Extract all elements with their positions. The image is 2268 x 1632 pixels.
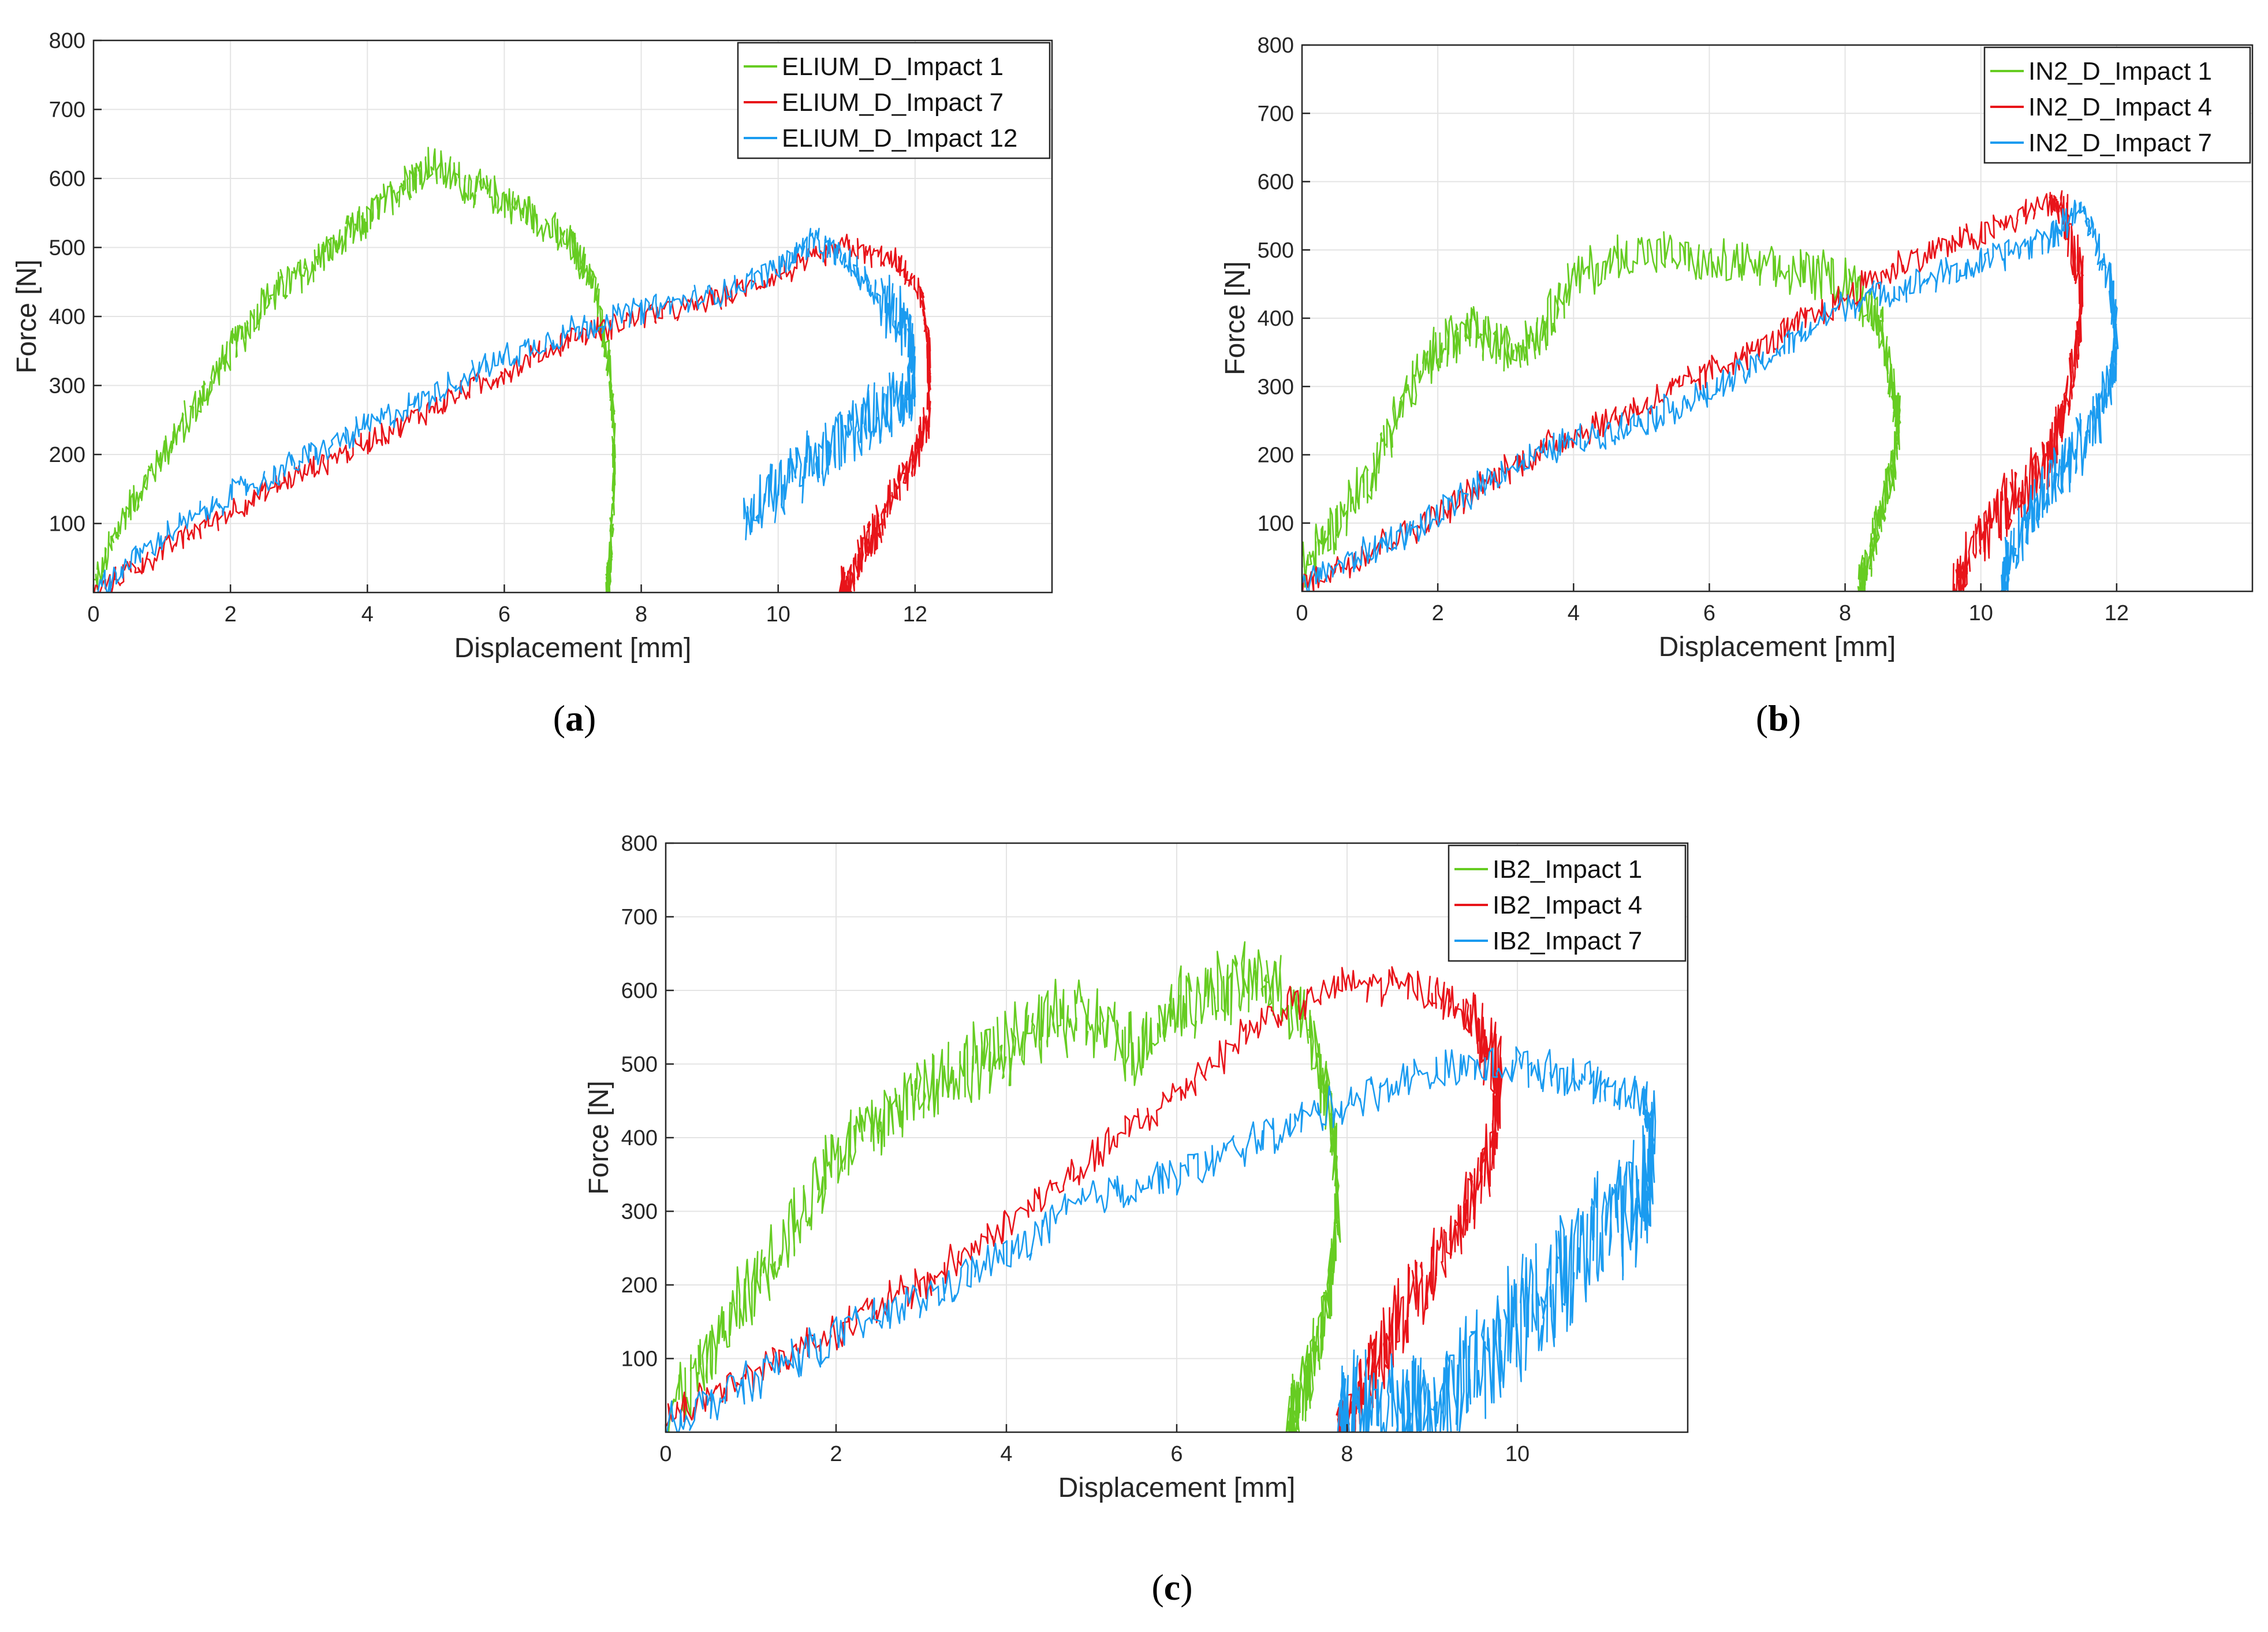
x-axis-label: Displacement [mm] [454, 633, 692, 664]
y-tick-label: 500 [49, 236, 85, 260]
series-line-c-3 [666, 1046, 1657, 1432]
series-line-b-1 [1302, 231, 1901, 591]
x-tick-label: 12 [903, 602, 927, 627]
legend-entry-label: IN2_D_Impact 1 [2028, 57, 2212, 85]
x-tick-label: 10 [1969, 601, 1993, 625]
y-tick-label: 700 [49, 98, 85, 122]
legend-entry-label: IB2_Impact 1 [1493, 855, 1642, 884]
series-group [94, 147, 931, 593]
legend-entry-label: IB2_Impact 4 [1493, 891, 1642, 919]
y-tick-label: 300 [49, 374, 85, 398]
legend-entry-label: ELIUM_D_Impact 12 [782, 124, 1017, 152]
legend-box [1448, 844, 1687, 962]
y-tick-label: 300 [621, 1200, 658, 1224]
y-tick-label: 200 [1258, 444, 1294, 468]
y-axis-label: Force [N] [584, 1080, 614, 1194]
y-tick-label: 500 [621, 1053, 658, 1077]
x-tick-label: 0 [1296, 601, 1308, 625]
x-tick-label: 4 [1000, 1442, 1012, 1466]
legend-entry-label: ELIUM_D_Impact 7 [782, 88, 1004, 117]
y-axis-label: Force [N] [1220, 261, 1251, 375]
legend-box [737, 42, 1051, 159]
y-tick-label: 400 [49, 305, 85, 329]
y-tick-label: 700 [621, 906, 658, 930]
y-tick-label: 100 [49, 512, 85, 536]
y-tick-label: 800 [621, 832, 658, 856]
y-tick-label: 400 [621, 1126, 658, 1150]
y-tick-label: 600 [49, 167, 85, 191]
x-tick-label: 6 [498, 602, 510, 627]
legend-entry-label: IN2_D_Impact 4 [2028, 93, 2212, 121]
panel-caption: (b) [1756, 698, 1801, 739]
y-tick-label: 200 [621, 1273, 658, 1298]
panel-a: 0 2 4 6 8 10 12 100 200 300 400 500 600 700 800 Displac… [12, 29, 1053, 739]
x-tick-label: 8 [635, 602, 647, 627]
legend-entry-label: ELIUM_D_Impact 1 [782, 53, 1004, 81]
y-tick-label: 800 [49, 29, 85, 53]
y-tick-label: 100 [1258, 512, 1294, 536]
series-line-c-2 [666, 966, 1503, 1432]
y-tick-label: 200 [49, 443, 85, 467]
legend-entry-label: IN2_D_Impact 7 [2028, 129, 2212, 157]
x-tick-label: 10 [766, 602, 790, 627]
x-tick-label: 4 [361, 602, 374, 627]
panel-caption: (c) [1151, 1567, 1192, 1608]
series-group [666, 941, 1657, 1432]
x-tick-label: 10 [1505, 1442, 1530, 1466]
y-tick-label: 800 [1258, 33, 1294, 58]
x-tick-label: 6 [1703, 601, 1715, 625]
x-tick-label: 2 [1432, 601, 1444, 625]
legend-entry-label: IB2_Impact 7 [1493, 927, 1642, 955]
series-line-b-2 [1302, 190, 2084, 591]
y-tick-label: 700 [1258, 102, 1294, 126]
series-line-a-3 [94, 228, 916, 593]
panel-b: 0 2 4 6 8 10 12 100 200 300 400 500 600 700 800 Displac… [1220, 33, 2254, 739]
legend: IN2_D_Impact 1 IN2_D_Impact 4 IN2_D_Impact… [1983, 46, 2251, 164]
panel-c: 0 2 4 6 8 10 100 200 300 400 500 600 700 800 Displacem… [584, 832, 1689, 1608]
series-group [1302, 190, 2119, 591]
y-tick-label: 400 [1258, 307, 1294, 331]
x-axis-label: Displacement [mm] [1058, 1473, 1296, 1503]
x-tick-label: 12 [2105, 601, 2129, 625]
legend-box [1983, 46, 2251, 164]
y-tick-label: 300 [1258, 375, 1294, 399]
x-tick-label: 2 [225, 602, 237, 627]
x-tick-label: 4 [1568, 601, 1580, 625]
x-tick-label: 0 [87, 602, 99, 627]
x-axis-label: Displacement [mm] [1659, 632, 1896, 662]
panel-caption: (a) [553, 698, 596, 739]
legend: ELIUM_D_Impact 1 ELIUM_D_Impact 7 ELIUM_D_… [737, 42, 1051, 159]
y-tick-label: 500 [1258, 239, 1294, 263]
y-tick-label: 100 [621, 1347, 658, 1372]
y-tick-label: 600 [621, 979, 658, 1003]
y-axis-label: Force [N] [12, 259, 42, 373]
series-line-c-1 [667, 941, 1341, 1432]
x-tick-label: 0 [659, 1442, 672, 1466]
x-tick-label: 6 [1170, 1442, 1183, 1466]
x-tick-label: 8 [1839, 601, 1851, 625]
series-line-a-2 [94, 233, 931, 593]
x-tick-label: 2 [830, 1442, 842, 1466]
legend: IB2_Impact 1 IB2_Impact 4 IB2_Impact 7 [1448, 844, 1687, 962]
y-tick-label: 600 [1258, 170, 1294, 195]
series-line-a-1 [94, 147, 616, 593]
series-line-b-3 [1302, 199, 2119, 591]
x-tick-label: 8 [1341, 1442, 1353, 1466]
